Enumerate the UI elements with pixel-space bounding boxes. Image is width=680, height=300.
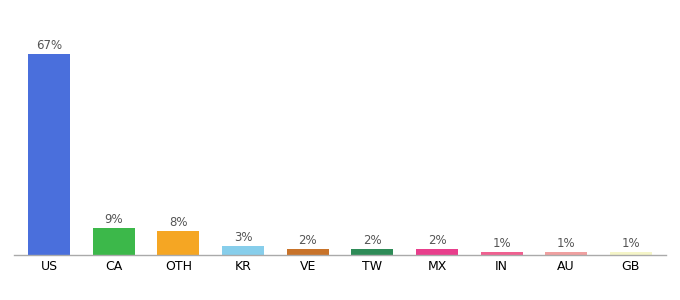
Text: 3%: 3% — [234, 231, 252, 244]
Text: 1%: 1% — [557, 237, 575, 250]
Bar — [28, 54, 70, 255]
Bar — [222, 246, 264, 255]
Text: 2%: 2% — [428, 234, 446, 247]
Text: 8%: 8% — [169, 216, 188, 229]
Bar — [416, 249, 458, 255]
Text: 9%: 9% — [105, 213, 123, 226]
Bar — [92, 228, 135, 255]
Text: 67%: 67% — [36, 39, 62, 52]
Bar — [352, 249, 393, 255]
Text: 1%: 1% — [622, 237, 640, 250]
Bar — [610, 252, 652, 255]
Text: 2%: 2% — [299, 234, 317, 247]
Bar — [157, 231, 199, 255]
Bar — [481, 252, 523, 255]
Bar — [287, 249, 328, 255]
Text: 2%: 2% — [363, 234, 381, 247]
Bar — [545, 252, 588, 255]
Text: 1%: 1% — [492, 237, 511, 250]
